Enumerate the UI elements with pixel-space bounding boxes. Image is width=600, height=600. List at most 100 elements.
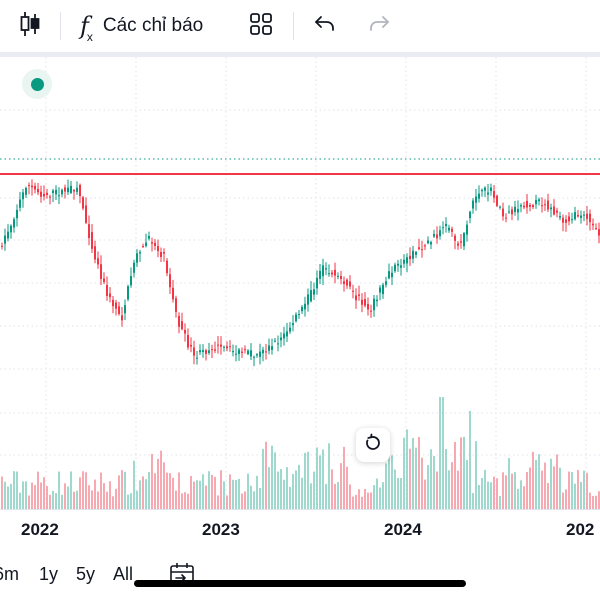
volume-bar xyxy=(571,472,573,509)
calendar-range-icon[interactable] xyxy=(168,562,196,593)
volume-bar xyxy=(445,449,447,509)
volume-bar xyxy=(559,467,561,509)
candle-body xyxy=(352,290,354,292)
candle-body xyxy=(187,335,189,348)
volume-bar xyxy=(325,483,327,509)
volume-bar xyxy=(373,485,375,509)
candle-body xyxy=(160,252,162,258)
volume-bar xyxy=(205,485,207,509)
volume-bar xyxy=(7,486,9,509)
chart-type-button[interactable] xyxy=(14,8,46,44)
range-1y-button[interactable]: 1y xyxy=(39,564,59,584)
candle-body xyxy=(205,350,207,354)
volume-bar xyxy=(124,471,126,509)
volume-bar xyxy=(37,471,39,509)
volume-bar xyxy=(514,472,516,509)
volume-bar xyxy=(421,457,423,509)
redo-icon xyxy=(367,13,391,40)
volume-bar xyxy=(172,477,174,509)
volume-bar xyxy=(586,472,588,509)
candle-body xyxy=(517,209,519,213)
price-chart[interactable] xyxy=(0,57,600,509)
volume-bar xyxy=(130,493,132,509)
candle-body xyxy=(190,344,192,347)
volume-bar xyxy=(226,495,228,509)
candle-body xyxy=(169,274,171,288)
chart-toolbar: fx Các chỉ báo xyxy=(0,0,600,52)
volume-bar xyxy=(502,472,504,509)
candle-body xyxy=(478,193,480,199)
volume-bar xyxy=(241,493,243,509)
candle-body xyxy=(7,231,9,239)
volume-bar xyxy=(487,481,489,509)
candle-body xyxy=(595,228,597,230)
candle-body xyxy=(547,200,549,210)
candle-body xyxy=(406,257,408,264)
candle-body xyxy=(454,235,456,241)
candle-body xyxy=(115,302,117,309)
toolbar-separator xyxy=(293,12,294,40)
function-fx-icon: fx xyxy=(80,12,93,44)
time-axis: 2022 2023 2024 202 xyxy=(0,509,600,550)
candle-body xyxy=(529,205,531,207)
layout-button[interactable] xyxy=(244,8,278,44)
volume-bar xyxy=(166,472,168,509)
volume-bar xyxy=(394,469,396,509)
volume-bar xyxy=(448,470,450,509)
volume-bar xyxy=(64,483,66,509)
volume-bar xyxy=(13,471,15,509)
candle-body xyxy=(307,294,309,305)
candle-body xyxy=(493,191,495,198)
volume-bar xyxy=(328,443,330,509)
volume-bar xyxy=(295,470,297,509)
volume-bar xyxy=(67,486,69,509)
candle-body xyxy=(229,346,231,348)
candle-body xyxy=(157,245,159,252)
candle-body xyxy=(124,305,126,314)
volume-bar xyxy=(154,473,156,509)
range-5y-button[interactable]: 5y xyxy=(76,564,96,584)
candle-body xyxy=(496,195,498,206)
volume-bar xyxy=(136,490,138,509)
volume-bar xyxy=(229,474,231,509)
redo-button[interactable] xyxy=(362,8,396,44)
undo-button[interactable] xyxy=(308,8,342,44)
volume-bar xyxy=(322,449,324,509)
range-all-button[interactable]: All xyxy=(113,564,134,584)
volume-bar xyxy=(1,476,3,509)
candle-body xyxy=(295,314,297,322)
chart-grid xyxy=(0,57,600,509)
candle-body xyxy=(466,224,468,235)
range-6m-button[interactable]: 6m xyxy=(0,564,20,584)
candle-body xyxy=(220,344,222,347)
candle-body xyxy=(19,199,21,208)
volume-bar xyxy=(211,474,213,509)
volume-bar xyxy=(385,463,387,509)
chart-canvas[interactable] xyxy=(0,57,600,509)
volume-bar xyxy=(493,476,495,509)
volume-bar xyxy=(94,479,96,509)
candle-body xyxy=(370,310,372,312)
volume-bar xyxy=(259,488,261,509)
candle-body xyxy=(553,206,555,215)
volume-bar xyxy=(463,436,465,509)
candle-body xyxy=(10,225,12,233)
reset-chart-button[interactable] xyxy=(356,428,390,462)
volume-bar xyxy=(49,494,51,509)
candle-body xyxy=(100,264,102,280)
volume-bar xyxy=(568,471,570,509)
volume-bar xyxy=(496,478,498,509)
volume-bar xyxy=(388,435,390,509)
volume-bar xyxy=(184,492,186,509)
candle-body xyxy=(430,242,432,245)
candle-body xyxy=(43,193,45,197)
volume-bar xyxy=(52,490,54,509)
volume-bar xyxy=(202,474,204,509)
volume-bar xyxy=(106,491,108,509)
indicators-button[interactable]: fx Các chỉ báo xyxy=(80,8,226,44)
candle-body xyxy=(142,245,144,247)
candle-body xyxy=(184,329,186,334)
candle-body xyxy=(511,209,513,215)
candle-body xyxy=(433,233,435,237)
candle-body xyxy=(421,249,423,251)
